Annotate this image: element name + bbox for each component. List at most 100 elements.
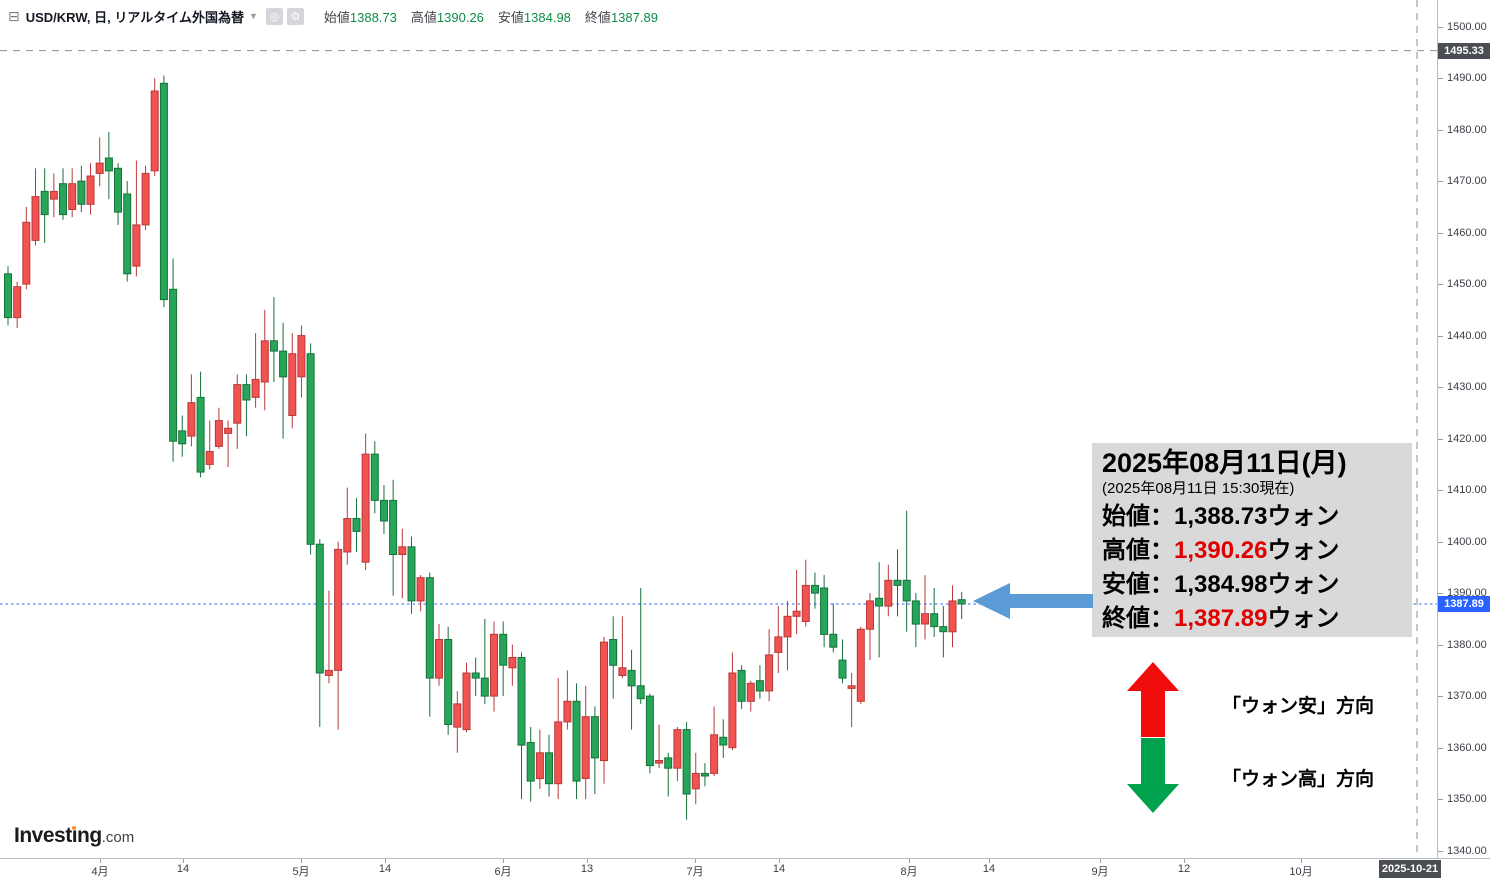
candle-06-16 [590, 706, 599, 794]
time-tick-14: 14 [982, 863, 996, 875]
candle-06-12 [572, 683, 581, 800]
annotation-row-始値: 始値：1,388.73ウォン [1102, 503, 1340, 530]
candle-05-20 [416, 575, 425, 612]
chart-plot-area[interactable] [0, 0, 1438, 858]
candle-04-10 [159, 75, 168, 308]
time-tick-mark [779, 859, 780, 863]
time-tick-mark [989, 859, 990, 863]
candle-04-07 [132, 160, 141, 277]
candle-07-03 [710, 706, 719, 776]
candle-05-07 [334, 541, 343, 730]
candle-05-23 [444, 626, 453, 735]
candle-05-09 [352, 497, 361, 552]
candle-07-31 [893, 549, 902, 617]
candle-07-02 [700, 763, 709, 787]
candle-03-21 [31, 168, 40, 246]
price-tick-1380.00: 1380.00 [1438, 639, 1487, 651]
candle-04-17 [205, 420, 214, 470]
candle-05-06 [324, 590, 333, 684]
candle-04-30 [288, 333, 297, 429]
candle-03-18 [4, 266, 12, 326]
candle-05-22 [435, 624, 443, 686]
time-tick-mark [1100, 859, 1101, 863]
candle-08-04 [911, 593, 920, 648]
candle-07-07 [728, 652, 737, 751]
logo-tld: .com [101, 829, 135, 846]
time-axis[interactable]: 2025-10-21 4月 14 5月 14 6月 13 7月 14 8月 14 9月 12 10月 [0, 858, 1490, 880]
last-price-badge: 1387.89 [1438, 596, 1490, 612]
time-tick-14: 14 [378, 863, 392, 875]
time-tick-14: 14 [772, 863, 786, 875]
candle-04-03 [114, 163, 122, 225]
candle-05-13 [370, 441, 379, 514]
price-tick-1350.00: 1350.00 [1438, 793, 1487, 805]
candle-07-18 [811, 572, 819, 609]
candle-08-07 [939, 606, 948, 658]
time-tick-mark [695, 859, 696, 863]
candle-06-06 [535, 729, 544, 789]
candle-05-08 [343, 487, 352, 565]
annotation-date-title: 2025年08月11日(月) [1102, 448, 1347, 478]
candle-06-04 [517, 652, 526, 800]
candle-03-27 [68, 168, 77, 218]
symbol-title[interactable]: USD/KRW, 日, リアルタイム外国為替 [25, 9, 244, 25]
won-strong-direction-label: 「ウォン高」方向 [1222, 769, 1375, 790]
candle-07-29 [875, 562, 884, 658]
price-axis[interactable]: 1495.33 1387.89 1500.00 1490.00 1480.00 147… [1438, 0, 1490, 858]
candle-07-08 [737, 665, 746, 709]
collapse-panel-icon[interactable]: ⊟ [8, 7, 20, 24]
candle-06-11 [563, 670, 572, 730]
candle-07-24 [847, 673, 856, 727]
candle-07-04 [719, 719, 728, 758]
candle-04-11 [169, 258, 178, 462]
ohlc-高値: 高値1390.26 [410, 9, 484, 25]
candle-03-31 [86, 163, 95, 215]
gear-icon[interactable]: ⚙ [286, 7, 304, 25]
time-tick-mark [587, 859, 588, 863]
annotation-row-高値: 高値：1,390.26ウォン [1102, 537, 1340, 564]
time-tick-mark [301, 859, 302, 863]
candle-08-08 [948, 585, 957, 648]
crosshair-date-badge: 2025-10-21 [1379, 860, 1441, 878]
price-tick-1370.00: 1370.00 [1438, 690, 1487, 702]
time-tick-12: 12 [1177, 863, 1191, 875]
candle-04-14 [178, 415, 187, 457]
chart-header: ⊟ USD/KRW, 日, リアルタイム外国為替 ▼ ◎ ⚙ 始値1388.73… [8, 6, 672, 26]
candle-06-24 [645, 693, 654, 774]
time-tick-mark [503, 859, 504, 863]
annotation-row-安値: 安値：1,384.98ウォン [1102, 571, 1340, 598]
investing-logo[interactable]: Investı ng.com [14, 824, 134, 848]
candle-05-12 [361, 433, 370, 570]
candle-08-01 [902, 510, 911, 632]
time-tick-8月: 8月 [900, 866, 918, 878]
logo-text: Investı ng [14, 824, 102, 847]
candle-08-11 [957, 591, 966, 619]
candle-06-10 [554, 678, 563, 800]
candle-04-29 [279, 322, 288, 439]
candle-06-25 [655, 724, 664, 769]
candle-06-19 [618, 616, 627, 679]
chevron-down-icon[interactable]: ▼ [248, 11, 258, 21]
candle-07-23 [838, 639, 847, 684]
candle-04-28 [269, 297, 278, 382]
candle-07-30 [884, 564, 893, 617]
candle-07-22 [829, 603, 838, 653]
target-icon[interactable]: ◎ [265, 7, 283, 25]
price-tick-1470.00: 1470.00 [1438, 175, 1487, 187]
candle-05-29 [480, 618, 489, 704]
candle-07-01 [691, 752, 700, 805]
ohlc-始値: 始値1388.73 [323, 9, 397, 25]
candle-05-28 [471, 657, 480, 697]
candle-03-19 [13, 281, 22, 328]
candle-04-22 [233, 374, 242, 449]
annotation-timestamp: (2025年08月11日 15:30現在) [1102, 480, 1295, 497]
candle-08-06 [930, 588, 939, 637]
candle-06-05 [526, 727, 535, 802]
price-tick-1430.00: 1430.00 [1438, 381, 1487, 393]
time-tick-9月: 9月 [1091, 866, 1109, 878]
candle-03-28 [77, 165, 86, 212]
candlestick-chart[interactable] [0, 0, 1437, 858]
candle-04-16 [196, 371, 205, 478]
candle-05-15 [389, 479, 398, 596]
time-tick-14: 14 [176, 863, 190, 875]
